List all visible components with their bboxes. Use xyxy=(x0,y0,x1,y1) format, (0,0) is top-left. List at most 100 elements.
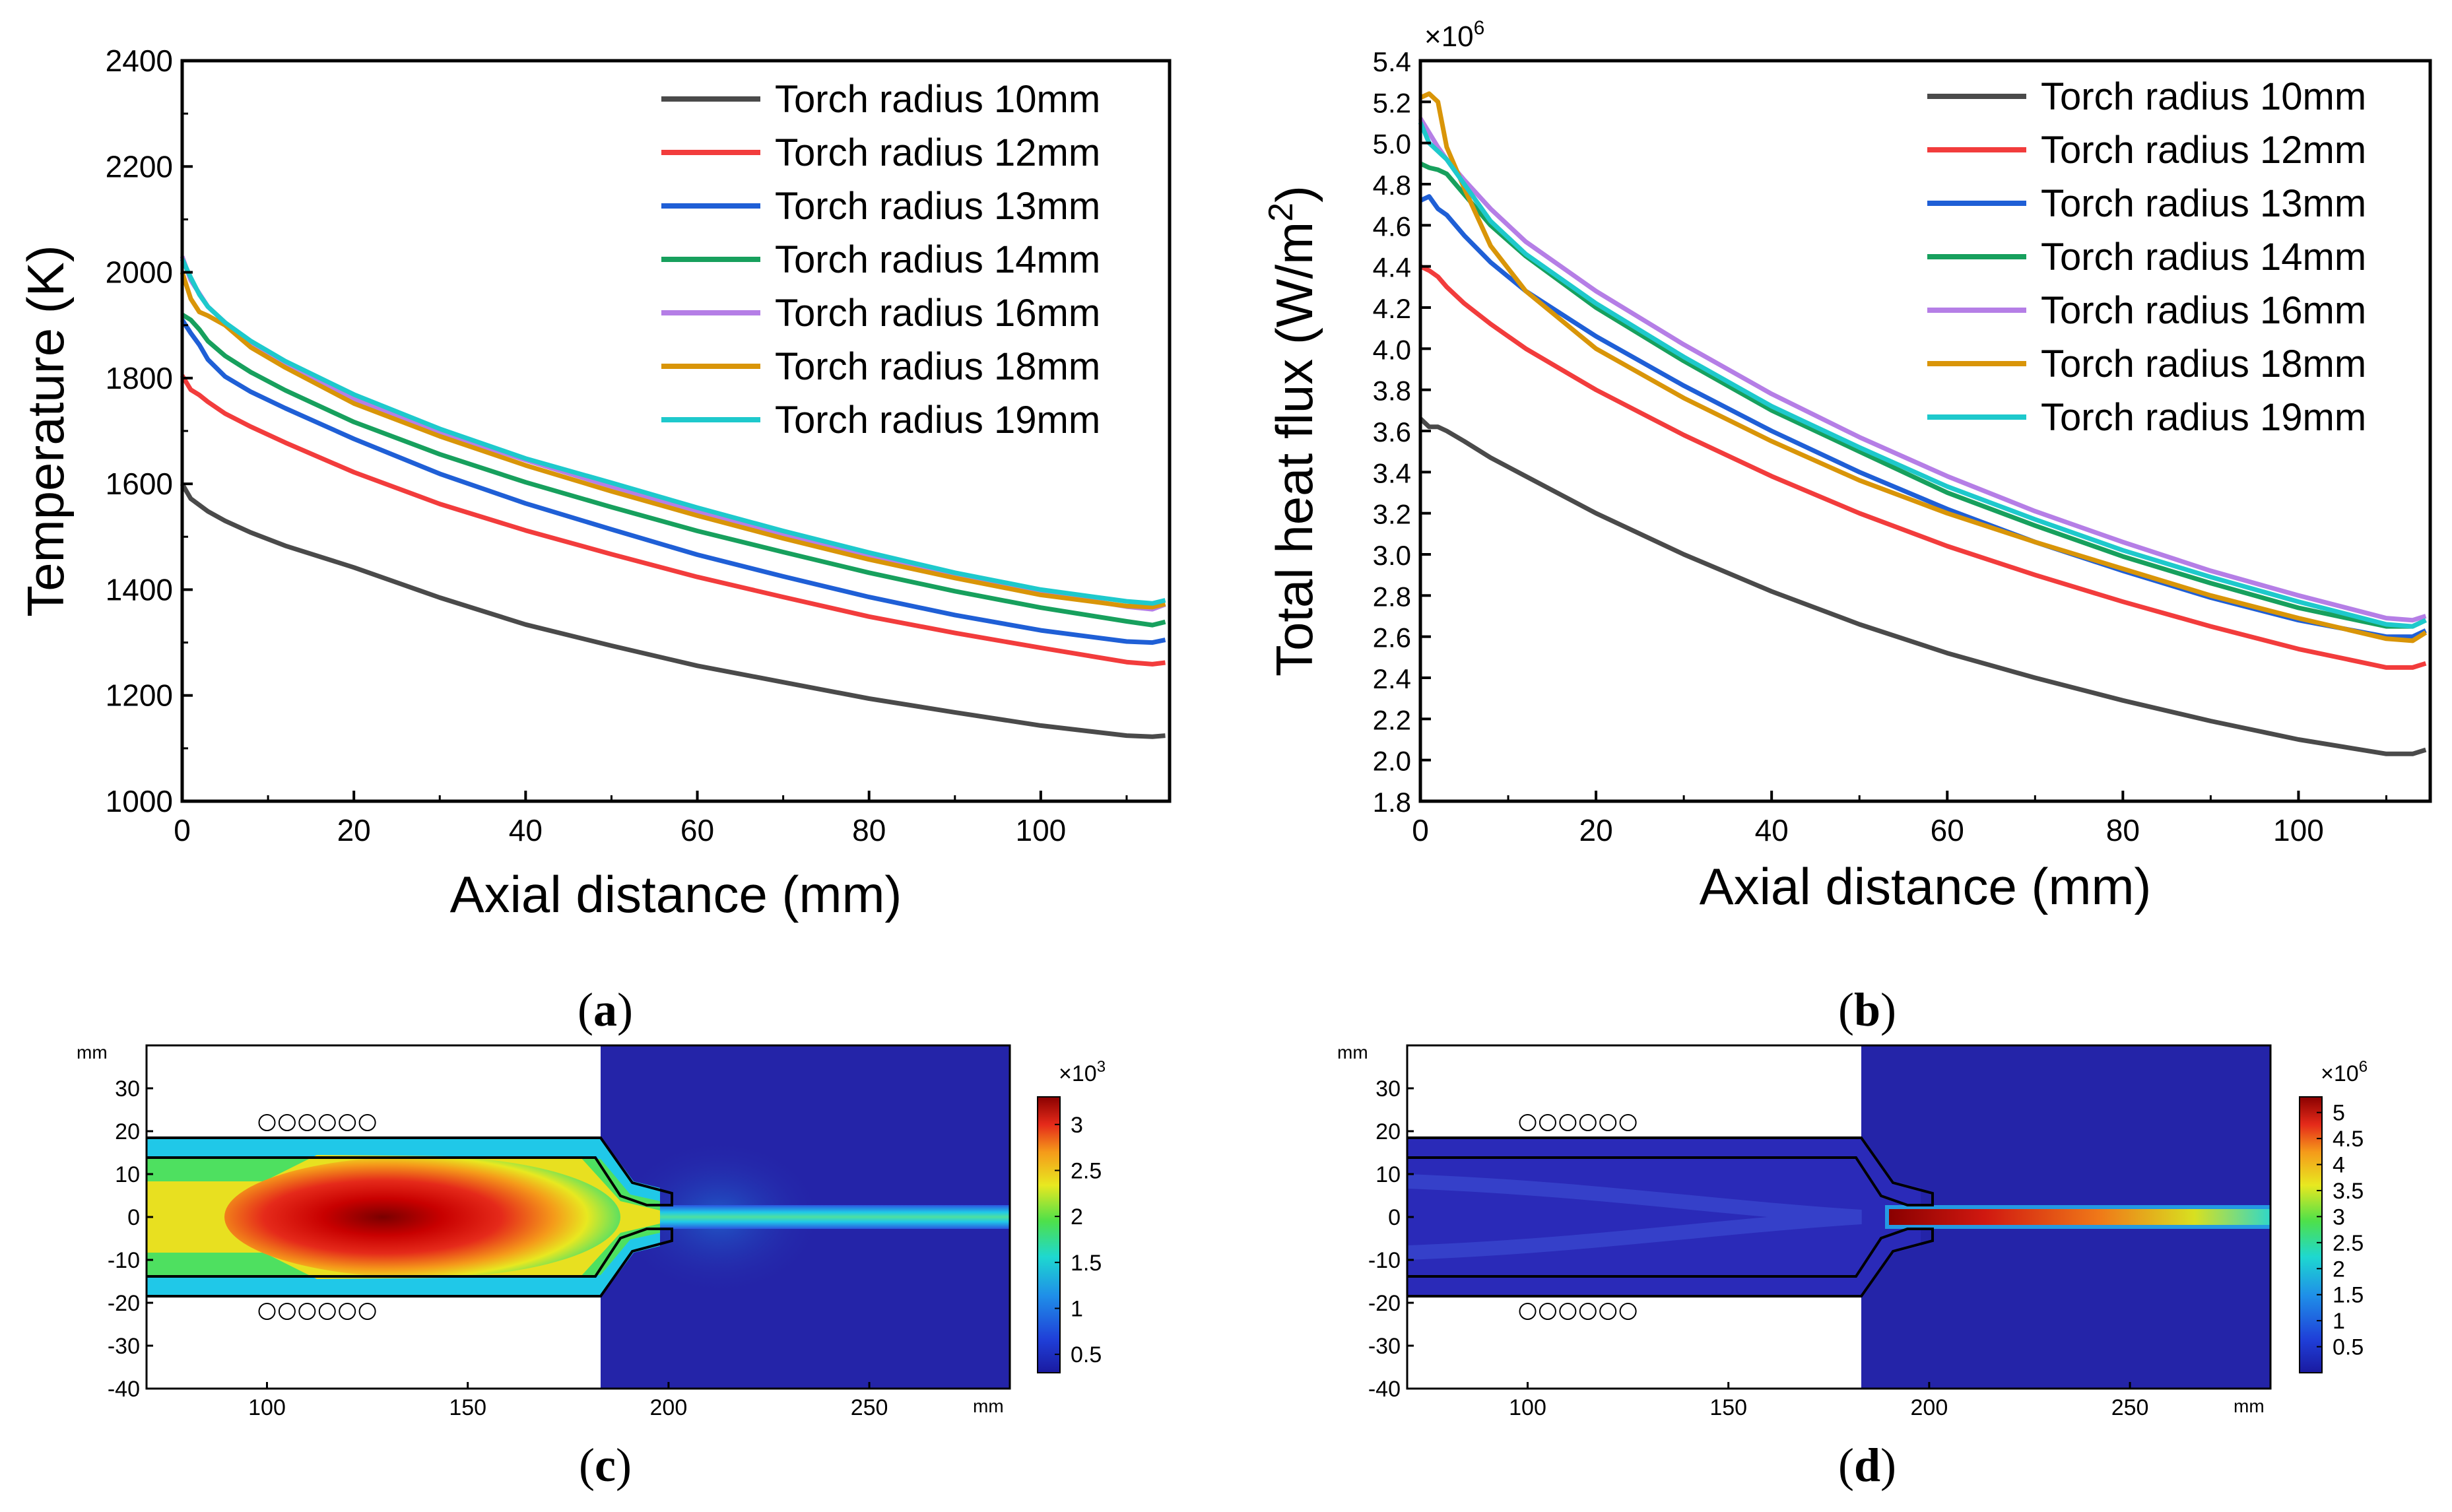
panel-d-x-tick-label: 250 xyxy=(2111,1395,2149,1420)
panel-b-y-tick-label: 3.0 xyxy=(1373,540,1411,571)
panel-d-y-tick-label: 30 xyxy=(1375,1076,1401,1101)
panel-c-coil-circle xyxy=(258,1114,276,1131)
panel-c-colorbar-multiplier: ×103 xyxy=(1059,1058,1106,1086)
panel-c-coil-circle xyxy=(318,1114,336,1131)
panel-d-coil-circle xyxy=(1559,1303,1577,1320)
panel-b-x-tick-label: 60 xyxy=(1931,813,1964,847)
panel-d-x-unit: mm xyxy=(2234,1396,2265,1416)
panel-c-x-tick-label: 100 xyxy=(248,1395,286,1420)
panel-c-y-tick-label: 20 xyxy=(115,1119,140,1144)
panel-b-y-tick-label: 2.8 xyxy=(1373,581,1411,612)
panel-d-coil-circle xyxy=(1579,1303,1597,1320)
panel-c-coil-circle xyxy=(318,1303,336,1320)
panel-d-colorbar-tick-label: 1.5 xyxy=(2333,1283,2364,1308)
panel-d-coil-circle xyxy=(1599,1303,1617,1320)
panel-d-y-tick-label: -30 xyxy=(1368,1334,1401,1359)
panel-b-y-tick-label: 4.0 xyxy=(1373,334,1411,365)
panel-a-x-tick-label: 100 xyxy=(1015,813,1066,847)
panel-a-legend-label-6: Torch radius 19mm xyxy=(775,399,1100,442)
panel-c-y-tick-label: 30 xyxy=(115,1076,140,1101)
panel-a-y-axis-label: Temperature (K) xyxy=(17,245,75,617)
panel-d-x-tick-label: 200 xyxy=(1911,1395,1948,1420)
panel-b-chart: 0 20 40 60 80 100 1.8 2.0 2.2 2.4 2.6 2.8 3.0 3.2 3.4 3… xyxy=(1262,17,2432,1036)
panel-d-coil-circle xyxy=(1539,1303,1556,1320)
panel-c-coil-circle xyxy=(339,1303,356,1320)
panel-b-x-tick-label: 100 xyxy=(2273,813,2324,847)
panel-d-colorbar-tick-label: 1 xyxy=(2333,1309,2345,1334)
panel-b-y-tick-label: 5.0 xyxy=(1373,129,1411,160)
panel-c-colorbar-tick-label: 3 xyxy=(1071,1113,1083,1138)
panel-c-y-tick-label: -10 xyxy=(108,1248,140,1273)
panel-c-y-tick-label: -40 xyxy=(108,1377,140,1402)
panel-c-colorbar-tick-label: 1.5 xyxy=(1071,1251,1102,1276)
panel-b-x-tick-label: 40 xyxy=(1755,813,1789,847)
panel-a-x-tick-label: 40 xyxy=(509,813,543,847)
panel-b-x-axis-label: Axial distance (mm) xyxy=(1700,857,2152,915)
panel-d-coil-circle xyxy=(1619,1114,1637,1131)
panel-d-coil-circle xyxy=(1519,1114,1537,1131)
panel-b-legend-label-5: Torch radius 18mm xyxy=(2041,343,2366,385)
panel-d-coil-circle xyxy=(1599,1114,1617,1131)
panel-c-coil-circle xyxy=(258,1303,276,1320)
panel-d-caption: (d) xyxy=(1838,1439,1896,1492)
panel-c-coil-circle xyxy=(298,1303,316,1320)
panel-a-x-tick-label: 60 xyxy=(680,813,714,847)
panel-c-x-tick-label: 200 xyxy=(650,1395,688,1420)
panel-c-coil-circle xyxy=(339,1114,356,1131)
panel-b-caption: (b) xyxy=(1838,983,1896,1036)
panel-c-coil-circle xyxy=(358,1303,376,1320)
panel-b-y-tick-label: 2.0 xyxy=(1373,746,1411,777)
panel-d-y-unit: mm xyxy=(1337,1042,1368,1063)
panel-b-y-tick-label: 3.8 xyxy=(1373,376,1411,407)
panel-a-x-axis-label: Axial distance (mm) xyxy=(450,865,902,923)
panel-d-colorbar-tick-label: 2 xyxy=(2333,1257,2345,1282)
panel-c-x-tick-label: 250 xyxy=(851,1395,888,1420)
panel-b-y-tick-label: 4.4 xyxy=(1373,252,1411,283)
panel-b-y-tick-label: 5.4 xyxy=(1373,46,1411,77)
panel-d-colorbar xyxy=(2299,1096,2323,1373)
panel-d-y-tick-label: -10 xyxy=(1368,1248,1401,1273)
panel-c-coils xyxy=(258,1114,376,1320)
panel-a-caption: (a) xyxy=(578,983,633,1036)
panel-c-letter: c xyxy=(595,1439,616,1492)
panel-c-colorbar-tick-label: 2 xyxy=(1071,1204,1083,1230)
panel-a-series-line-3 xyxy=(181,312,1166,628)
panel-a-x-tick-label: 20 xyxy=(337,813,371,847)
panel-d-y-tick-label: 20 xyxy=(1375,1119,1401,1144)
panel-d-torch-field xyxy=(1407,1136,1921,1298)
panel-b-x-tick-label: 20 xyxy=(1579,813,1613,847)
panel-b-y-axis-label: Total heat flux (W/m2) xyxy=(1262,185,1323,676)
panel-b-legend-label-0: Torch radius 10mm xyxy=(2041,75,2366,118)
panel-d-coil-circle xyxy=(1519,1303,1537,1320)
panel-b-y-tick-label: 4.8 xyxy=(1373,170,1411,201)
panel-d-y-tick-label: -40 xyxy=(1368,1377,1401,1402)
panel-a-x-tick-label: 80 xyxy=(852,813,886,847)
panel-b-legend-label-1: Torch radius 12mm xyxy=(2041,129,2366,172)
panel-c-x-unit: mm xyxy=(973,1396,1004,1416)
panel-d-y-tick-label: -20 xyxy=(1368,1291,1401,1316)
panel-d-coils xyxy=(1519,1114,1637,1320)
panel-d-jet xyxy=(1889,1209,2270,1225)
panel-a-y-tick-label: 2000 xyxy=(106,255,173,290)
panel-c-y-tick-label: -20 xyxy=(108,1291,140,1316)
panel-a-series-line-2 xyxy=(180,318,1166,645)
panel-b-y-tick-label: 3.2 xyxy=(1373,499,1411,530)
panel-a-series-line-1 xyxy=(180,374,1166,667)
panel-b-series-line-0 xyxy=(1418,416,2427,756)
panel-c-colorbar-tick-label: 2.5 xyxy=(1071,1158,1102,1183)
panel-a-legend-label-0: Torch radius 10mm xyxy=(775,78,1100,121)
panel-b-y-tick-label: 4.2 xyxy=(1373,293,1411,324)
panel-b-y-tick-label: 3.6 xyxy=(1373,416,1411,447)
panel-c-colorbar-tick-label: 0.5 xyxy=(1071,1342,1102,1367)
panel-a-legend: Torch radius 10mm Torch radius 12mm Torch … xyxy=(661,78,1100,442)
panel-c-coil-circle xyxy=(358,1114,376,1131)
panel-c-colorbar-tick-label: 1 xyxy=(1071,1296,1083,1321)
panel-d-colorbar-tick-label: 3.5 xyxy=(2333,1179,2364,1204)
panel-a-legend-label-5: Torch radius 18mm xyxy=(775,345,1100,388)
panel-d-y-tick-label: 10 xyxy=(1375,1162,1401,1187)
panel-b-y-tick-label: 5.2 xyxy=(1373,87,1411,118)
panel-b-x-tick-label: 0 xyxy=(1412,813,1429,847)
panel-d-colorbar-tick-label: 5 xyxy=(2333,1101,2345,1126)
panel-b-y-tick-label: 2.6 xyxy=(1373,622,1411,653)
